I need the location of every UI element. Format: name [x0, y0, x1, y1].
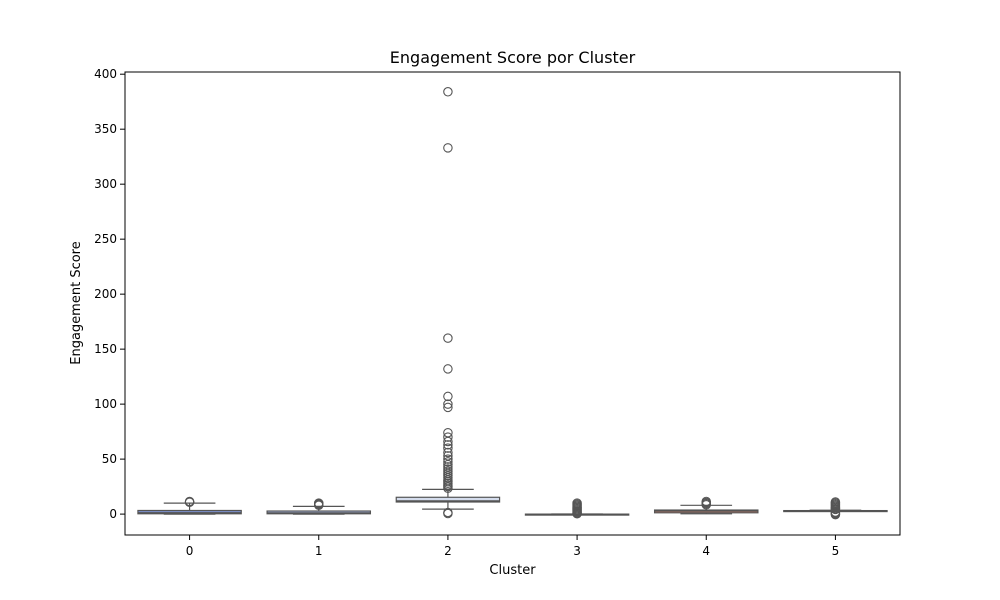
outlier-point [443, 364, 453, 374]
y-tick-label: 300 [94, 177, 117, 191]
x-tick-label: 1 [315, 544, 323, 558]
x-tick-label: 2 [444, 544, 452, 558]
outlier-point [443, 440, 453, 450]
outlier-point [443, 399, 453, 409]
outlier-point [443, 457, 453, 467]
outlier-point [443, 427, 453, 438]
y-tick-label: 150 [94, 342, 117, 356]
outlier-point [184, 497, 195, 507]
y-tick-label: 100 [94, 397, 117, 411]
outlier-point [443, 432, 453, 442]
x-tick-label: 5 [832, 544, 840, 558]
outlier-point [443, 391, 453, 402]
y-tick-label: 250 [94, 232, 117, 246]
chart-title: Engagement Score por Cluster [390, 48, 636, 67]
plot-frame [124, 71, 901, 536]
x-tick-label: 0 [186, 544, 194, 558]
y-tick-label: 200 [94, 287, 117, 301]
outlier-point [830, 497, 841, 507]
plot-area: 0 50 100 150 200 250 300 350 400 0 1 2 3 4 5 [94, 67, 901, 558]
y-tick-label: 0 [109, 507, 117, 521]
outlier-point [443, 87, 453, 97]
x-axis-label: Cluster [489, 563, 536, 578]
outlier-point [313, 498, 324, 508]
outlier-point [443, 454, 453, 464]
outlier-point [701, 496, 711, 507]
y-tick-label: 400 [94, 67, 117, 81]
y-tick-label: 50 [102, 452, 117, 466]
outlier-point [443, 447, 453, 458]
outlier-point [443, 402, 453, 413]
box-cluster-2 [395, 496, 501, 503]
outlier-point [443, 333, 453, 343]
outlier-point [443, 143, 453, 153]
x-tick-label: 3 [573, 544, 581, 558]
x-tick-label: 4 [702, 544, 710, 558]
y-tick-label: 350 [94, 122, 117, 136]
outlier-point [572, 498, 582, 508]
outlier-point [443, 451, 453, 461]
outlier-point [443, 507, 453, 518]
outlier-point [443, 443, 453, 453]
y-axis-label: Engagement Score [69, 241, 84, 364]
